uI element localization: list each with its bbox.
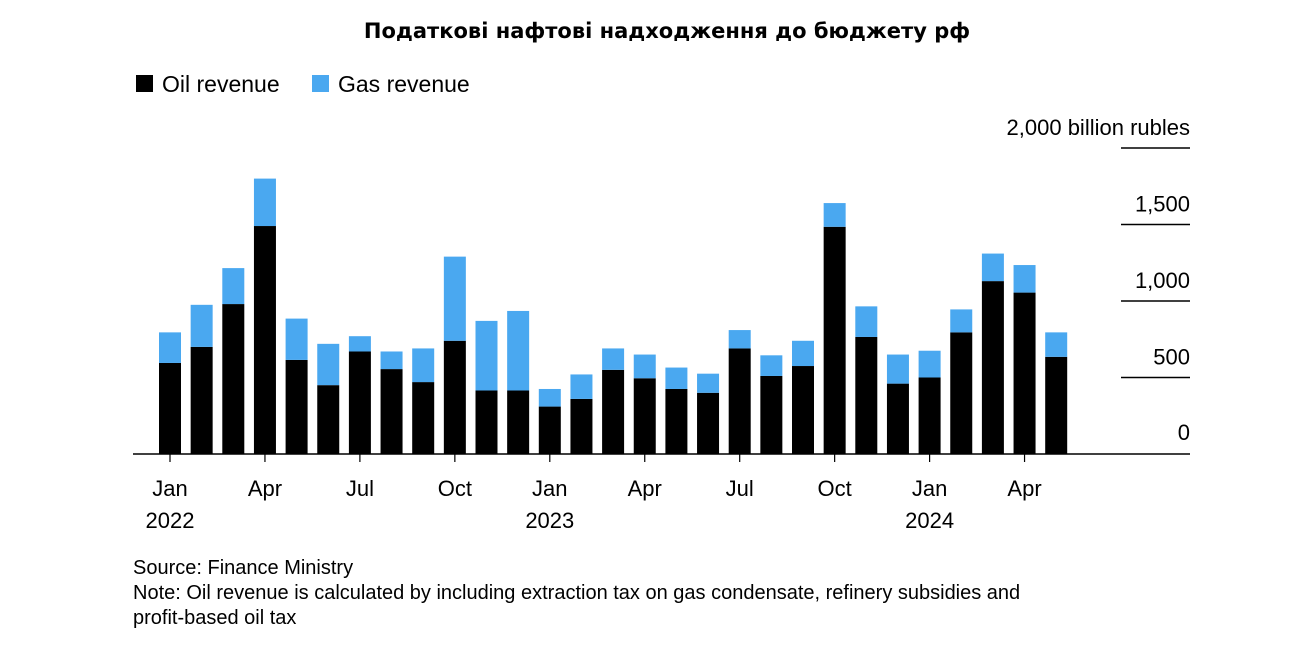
bar-gas-revenue <box>792 340 814 367</box>
legend-label-gas: Gas revenue <box>338 71 470 97</box>
bar-gas-revenue <box>665 367 688 389</box>
x-tick-label-month: Jan <box>532 476 567 501</box>
y-tick-label: 2,000 billion rubles <box>1007 115 1190 140</box>
bar-oil-revenue <box>159 362 181 454</box>
bar-oil-revenue <box>728 348 751 454</box>
bar-oil-revenue <box>538 406 561 454</box>
y-tick-label: 500 <box>1153 345 1190 370</box>
bar-gas-revenue <box>633 354 656 379</box>
x-tick-label-year: 2022 <box>146 508 195 533</box>
gridlines <box>1121 147 1190 379</box>
bar-oil-revenue <box>285 359 308 454</box>
bar-gas-revenue <box>348 336 371 352</box>
x-tick-label-month: Oct <box>438 476 472 501</box>
y-tick-label: 1,500 <box>1135 192 1190 217</box>
y-tick-label: 1,000 <box>1135 268 1190 293</box>
bar-oil-revenue <box>475 390 498 454</box>
x-tick-label-year: 2023 <box>525 508 574 533</box>
x-tick-label-month: Apr <box>1007 476 1041 501</box>
bar-gas-revenue <box>760 355 783 376</box>
bar-gas-revenue <box>855 306 878 337</box>
chart-title: Податкові нафтові надходження до бюджету… <box>364 19 970 43</box>
bar-oil-revenue <box>697 392 720 454</box>
bar-gas-revenue <box>190 304 213 347</box>
x-tick-label-month: Jan <box>912 476 947 501</box>
bar-oil-revenue <box>760 375 783 454</box>
bar-gas-revenue <box>728 330 751 349</box>
x-tick-label-month: Jul <box>726 476 754 501</box>
bar-gas-revenue <box>823 203 846 227</box>
bar-oil-revenue <box>950 332 973 454</box>
bar-oil-revenue <box>348 351 371 454</box>
bar-oil-revenue <box>253 226 276 454</box>
x-tick-label-month: Oct <box>818 476 852 501</box>
bar-gas-revenue <box>380 351 403 370</box>
bar-gas-revenue <box>253 178 276 227</box>
x-tick-label-month: Apr <box>248 476 282 501</box>
bar-gas-revenue <box>1045 332 1068 357</box>
bar-oil-revenue <box>792 366 814 454</box>
y-tick-label: 0 <box>1178 420 1190 445</box>
footer: Source: Finance Ministry Note: Oil reven… <box>133 556 1020 631</box>
bar-oil-revenue <box>918 377 941 454</box>
bars <box>159 178 1068 454</box>
bar-oil-revenue <box>507 390 530 454</box>
y-axis-labels: 2,000 billion rubles 1,500 1,000 500 0 <box>1007 115 1190 445</box>
bar-gas-revenue <box>950 309 973 333</box>
bar-gas-revenue <box>222 268 245 305</box>
bar-oil-revenue <box>886 383 909 454</box>
source-note: Source: Finance Ministry <box>133 557 354 579</box>
bar-gas-revenue <box>886 354 909 384</box>
bar-oil-revenue <box>317 385 340 454</box>
bar-oil-revenue <box>602 369 625 454</box>
bar-gas-revenue <box>1013 265 1036 293</box>
bar-gas-revenue <box>159 332 181 363</box>
bar-gas-revenue <box>918 350 941 378</box>
bar-gas-revenue <box>602 348 625 370</box>
bar-oil-revenue <box>665 388 688 454</box>
legend-swatch-gas <box>312 75 329 92</box>
bar-oil-revenue <box>380 369 403 454</box>
chart: Податкові нафтові надходження до бюджету… <box>133 19 1190 533</box>
bar-gas-revenue <box>475 320 498 391</box>
bar-oil-revenue <box>633 378 656 454</box>
bar-gas-revenue <box>412 348 435 383</box>
legend-label-oil: Oil revenue <box>162 71 280 97</box>
legend: Oil revenue Gas revenue <box>136 71 470 97</box>
bar-oil-revenue <box>1013 292 1036 454</box>
bar-oil-revenue <box>190 346 213 454</box>
x-axis: Jan 2022 Apr Jul Oct Jan 2023 Apr Jul Oct Jan 2024 A… <box>146 454 1042 533</box>
bar-oil-revenue <box>570 398 593 454</box>
x-tick-label-year: 2024 <box>905 508 954 533</box>
bar-oil-revenue <box>1045 356 1068 454</box>
bar-oil-revenue <box>981 281 1004 454</box>
x-tick-label-month: Jul <box>346 476 374 501</box>
x-tick-label-month: Apr <box>628 476 662 501</box>
bar-oil-revenue <box>412 382 435 454</box>
x-tick-label-month: Jan <box>152 476 187 501</box>
bar-gas-revenue <box>317 343 340 386</box>
bar-gas-revenue <box>538 388 561 407</box>
bar-gas-revenue <box>443 256 466 341</box>
bar-gas-revenue <box>507 310 530 391</box>
bar-oil-revenue <box>222 304 245 454</box>
bar-gas-revenue <box>697 373 720 393</box>
bar-gas-revenue <box>981 253 1004 282</box>
note-line-1: Note: Oil revenue is calculated by inclu… <box>133 582 1021 604</box>
bar-oil-revenue <box>823 226 846 454</box>
bar-gas-revenue <box>285 318 308 360</box>
bar-oil-revenue <box>443 340 466 454</box>
legend-swatch-oil <box>136 75 153 92</box>
note-line-2: profit-based oil tax <box>133 607 297 629</box>
bar-oil-revenue <box>855 336 878 454</box>
bar-gas-revenue <box>570 374 593 399</box>
